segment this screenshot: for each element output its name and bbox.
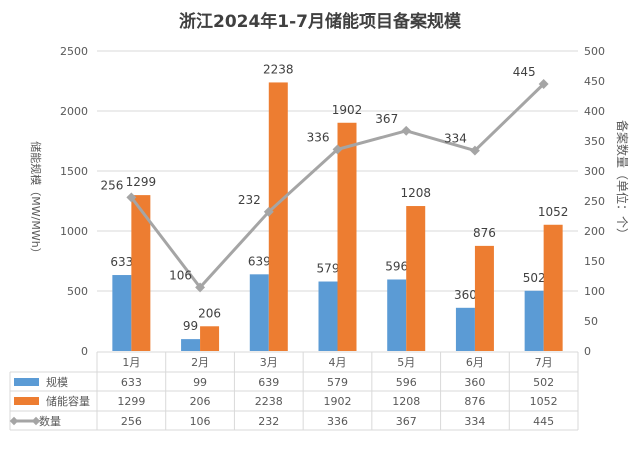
- table-cell: 639: [258, 376, 279, 389]
- table-cell: 1052: [530, 395, 558, 408]
- legend-label: 储能容量: [46, 394, 90, 408]
- bar-data-label: 360: [454, 288, 477, 302]
- y2-tick-label: 400: [584, 105, 605, 118]
- bar-data-label: 639: [248, 254, 271, 268]
- line-marker: [332, 144, 343, 155]
- table-cell: 99: [193, 376, 207, 389]
- bar-scale: [387, 279, 407, 351]
- legend-swatch: [14, 378, 39, 386]
- bar-data-label: 206: [198, 306, 221, 320]
- x-tick-label: 7月: [535, 356, 553, 369]
- bar-data-label: 502: [523, 271, 546, 285]
- bar-scale: [249, 274, 269, 351]
- table-cell: 106: [190, 415, 211, 428]
- bar-scale: [112, 275, 132, 351]
- bar-data-label: 596: [385, 259, 408, 273]
- y2-tick-label: 100: [584, 285, 605, 298]
- line-data-label: 106: [169, 268, 192, 282]
- table-cell: 232: [258, 415, 279, 428]
- y2-tick-label: 0: [584, 345, 591, 358]
- y-axis-label: 储能规模（MW/MWh）: [29, 141, 43, 258]
- line-data-label: 232: [238, 193, 261, 207]
- y2-tick-label: 300: [584, 165, 605, 178]
- legend-label: 规模: [46, 375, 68, 389]
- y2-tick-label: 150: [584, 255, 605, 268]
- x-tick-label: 3月: [260, 356, 278, 369]
- line-marker: [469, 145, 480, 156]
- x-tick-label: 4月: [329, 356, 347, 369]
- y2-tick-label: 250: [584, 195, 605, 208]
- table-cell: 633: [121, 376, 142, 389]
- bar-capacity: [268, 82, 288, 351]
- bar-capacity: [474, 245, 494, 351]
- y-tick-label: 2500: [60, 45, 88, 58]
- line-data-label: 256: [100, 178, 123, 192]
- x-tick-label: 2月: [191, 356, 209, 369]
- bar-capacity: [131, 195, 151, 351]
- table-cell: 596: [396, 376, 417, 389]
- table-cell: 1299: [117, 395, 145, 408]
- table-cell: 579: [327, 376, 348, 389]
- bar-data-label: 633: [110, 255, 133, 269]
- y2-tick-label: 450: [584, 75, 605, 88]
- x-tick-label: 1月: [122, 356, 140, 369]
- table-cell: 2238: [255, 395, 283, 408]
- table-cell: 336: [327, 415, 348, 428]
- line-marker: [401, 125, 412, 136]
- y-tick-label: 1000: [60, 225, 88, 238]
- bar-data-label: 99: [183, 319, 198, 333]
- bar-data-label: 1208: [400, 186, 431, 200]
- y-tick-label: 500: [67, 285, 88, 298]
- bar-scale: [181, 339, 201, 351]
- y2-tick-label: 50: [584, 315, 598, 328]
- legend-swatch: [14, 397, 39, 405]
- line-marker: [195, 282, 206, 293]
- bar-capacity: [200, 326, 220, 351]
- table-cell: 1208: [392, 395, 420, 408]
- bar-data-label: 579: [317, 262, 340, 276]
- legend-label: 数量: [39, 415, 61, 428]
- line-data-label: 336: [307, 130, 330, 144]
- table-cell: 206: [190, 395, 211, 408]
- line-data-label: 445: [513, 65, 536, 79]
- legend-marker: [31, 416, 41, 426]
- chart-title: 浙江2024年1-7月储能项目备案规模: [179, 11, 462, 32]
- y2-axis-label: 备案数量（单位：个）: [615, 120, 630, 240]
- table-cell: 876: [464, 395, 485, 408]
- table-cell: 360: [464, 376, 485, 389]
- bar-scale: [318, 281, 338, 351]
- line-marker: [263, 206, 274, 217]
- bar-data-label: 1052: [538, 205, 569, 219]
- line-marker: [538, 79, 549, 89]
- bar-capacity: [406, 206, 426, 351]
- y2-tick-label: 200: [584, 225, 605, 238]
- bar-scale: [524, 290, 544, 351]
- y2-tick-label: 350: [584, 135, 605, 148]
- legend-marker: [9, 416, 19, 426]
- y-tick-label: 0: [81, 345, 88, 358]
- table-cell: 334: [464, 415, 485, 428]
- bar-data-label: 2238: [263, 62, 294, 76]
- y2-tick-label: 500: [584, 45, 605, 58]
- line-data-label: 367: [375, 112, 398, 126]
- x-tick-label: 5月: [397, 356, 415, 369]
- y-tick-label: 2000: [60, 105, 88, 118]
- table-cell: 502: [533, 376, 554, 389]
- bar-data-label: 876: [473, 226, 496, 240]
- line-data-label: 334: [444, 132, 467, 146]
- bar-capacity: [337, 122, 357, 351]
- bar-capacity: [543, 224, 563, 351]
- y-tick-label: 1500: [60, 165, 88, 178]
- table-cell: 367: [396, 415, 417, 428]
- bar-data-label: 1299: [126, 175, 157, 189]
- bar-scale: [455, 307, 475, 351]
- x-tick-label: 6月: [466, 356, 484, 369]
- table-cell: 1902: [324, 395, 352, 408]
- table-cell: 256: [121, 415, 142, 428]
- bar-data-label: 1902: [332, 103, 363, 117]
- table-cell: 445: [533, 415, 554, 428]
